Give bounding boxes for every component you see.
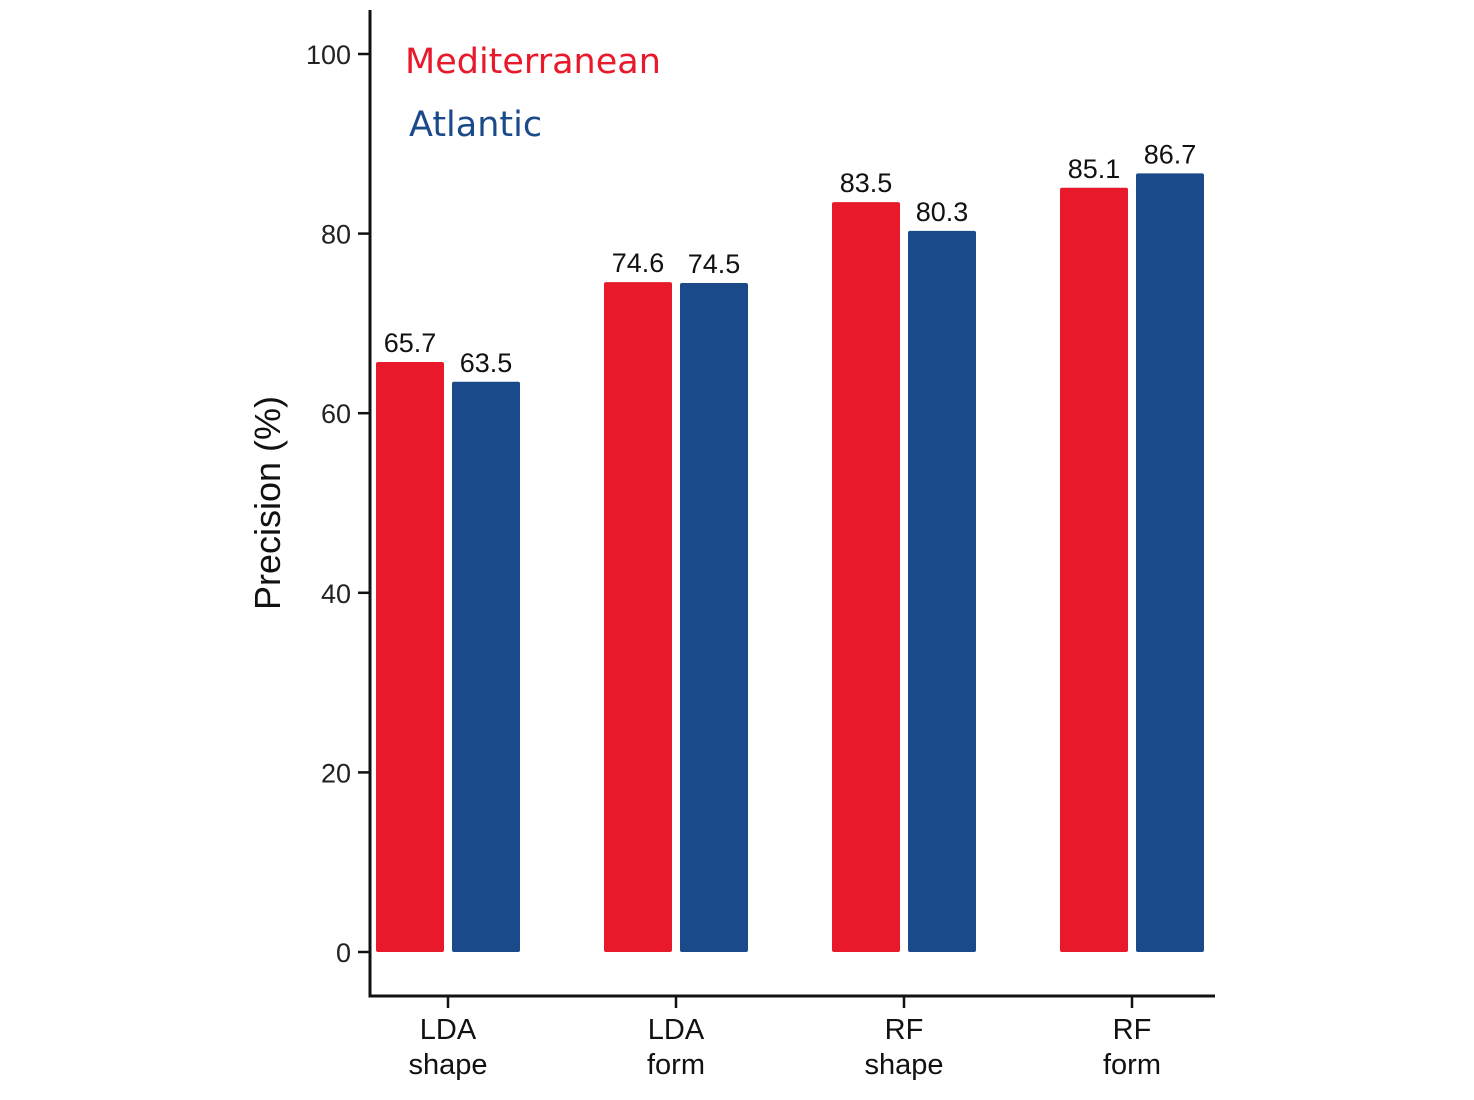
legend-entry-mediterranean: Mediterranean — [405, 42, 661, 82]
bar-atlantic-rf-shape — [908, 230, 976, 952]
bar-atlantic-lda-form — [680, 282, 748, 952]
value-label: 85.1 — [1068, 154, 1121, 184]
y-tick-label: 40 — [321, 579, 351, 609]
x-tick-label: form — [1103, 1049, 1161, 1081]
legend-entry-atlantic: Atlantic — [409, 105, 542, 145]
value-label: 80.3 — [916, 197, 969, 227]
y-tick-label: 20 — [321, 758, 351, 788]
value-label: 86.7 — [1144, 139, 1197, 169]
value-label: 74.5 — [688, 249, 741, 279]
bar-atlantic-rf-form — [1136, 173, 1204, 952]
value-label: 63.5 — [460, 348, 513, 378]
y-tick-label: 0 — [336, 938, 351, 968]
y-axis-label: Precision (%) — [247, 396, 288, 610]
legend: Mediterranean Atlantic — [405, 42, 661, 145]
y-tick-label: 80 — [321, 220, 351, 250]
y-tick-label: 60 — [321, 399, 351, 429]
value-label: 65.7 — [384, 328, 437, 358]
bar-mediterranean-rf-shape — [832, 202, 900, 953]
bar-atlantic-lda-shape — [452, 381, 520, 952]
x-tick-label: LDA — [648, 1014, 705, 1046]
bar-mediterranean-rf-form — [1060, 187, 1128, 952]
bar-mediterranean-lda-shape — [376, 362, 444, 952]
value-label: 74.6 — [612, 248, 665, 278]
x-tick-label: shape — [408, 1049, 487, 1081]
y-ticks-layer: 0 20 40 60 80 100 — [306, 40, 370, 968]
x-tick-label: RF — [885, 1014, 924, 1046]
x-tick-label: form — [647, 1049, 705, 1081]
bars-layer — [376, 173, 1204, 953]
x-tick-label: RF — [1113, 1014, 1152, 1046]
value-labels-layer: 65.7 63.5 74.6 74.5 83.5 80.3 85.1 86.7 — [384, 139, 1197, 377]
y-tick-label: 100 — [306, 40, 351, 70]
x-tick-label: shape — [864, 1049, 943, 1081]
value-label: 83.5 — [840, 168, 893, 198]
axes-layer — [368, 10, 1215, 998]
x-tick-label: LDA — [420, 1014, 477, 1046]
bar-mediterranean-lda-form — [604, 282, 672, 952]
